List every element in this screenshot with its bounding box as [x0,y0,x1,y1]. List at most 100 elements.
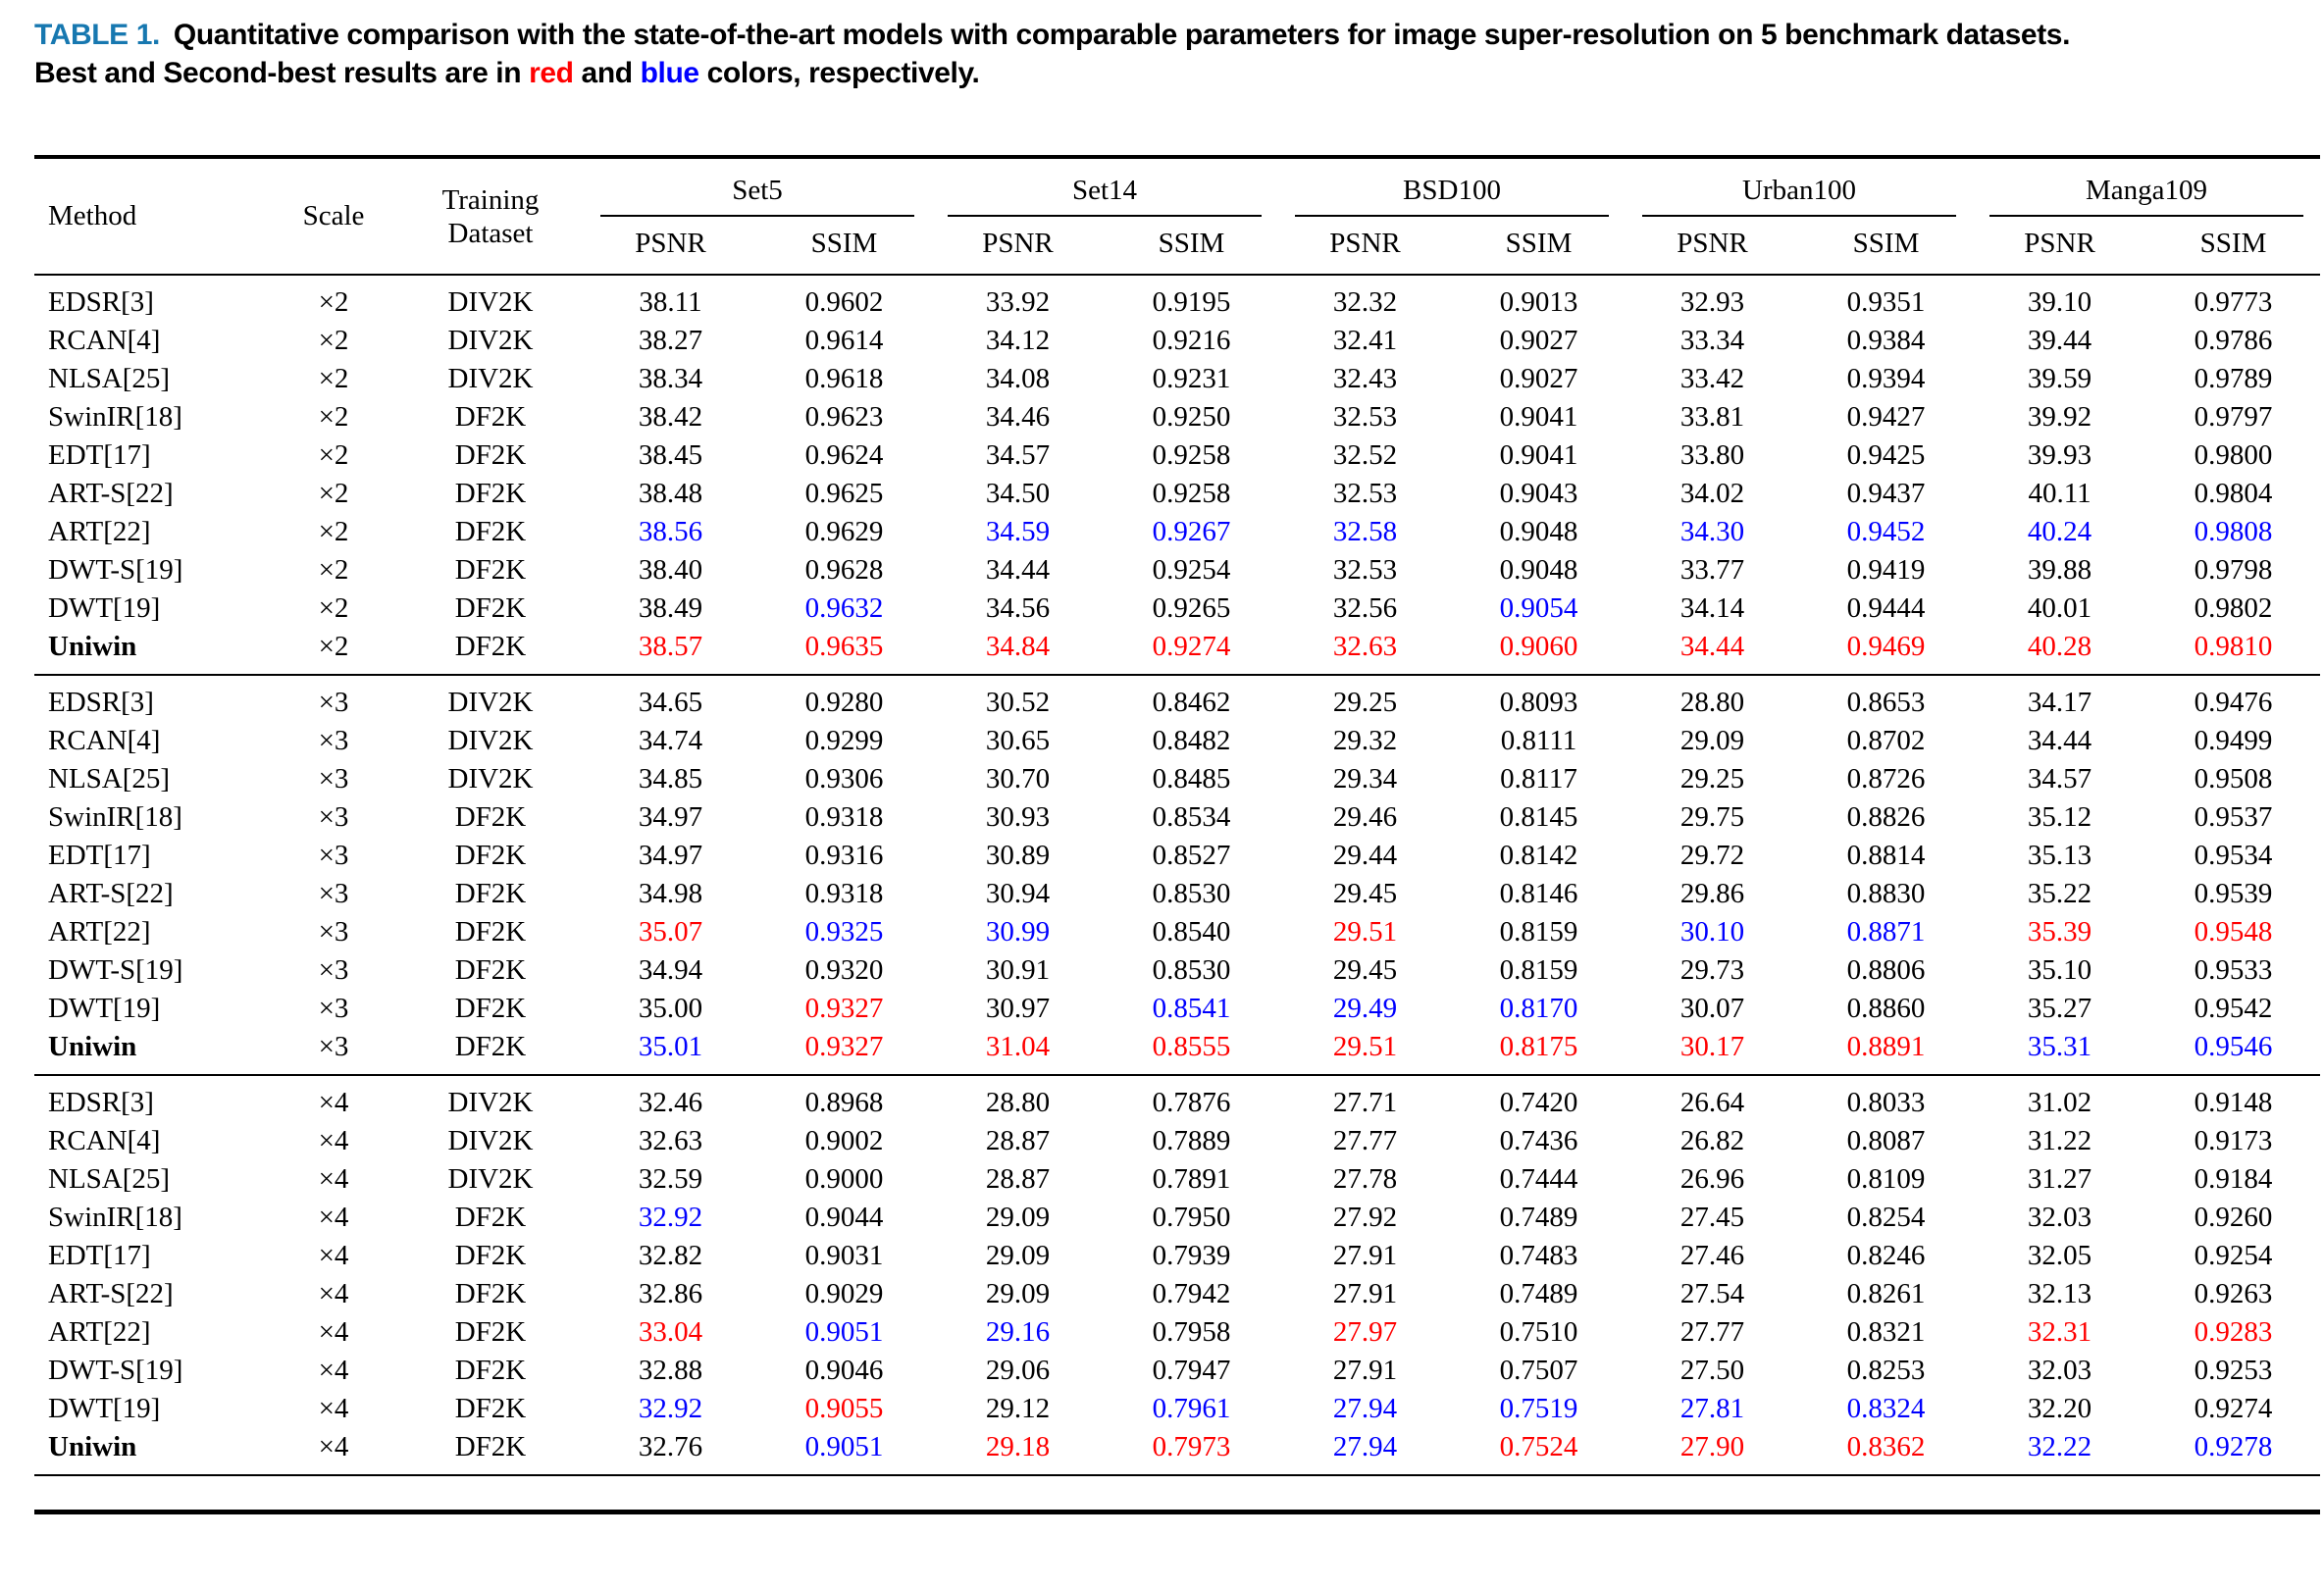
ssim-cell: 0.9786 [2194,325,2273,356]
psnr-cell: 34.65 [638,687,703,718]
psnr-cell: 29.49 [1332,993,1398,1024]
psnr-cell: 27.77 [1679,1316,1745,1348]
ssim-cell: 0.8093 [1499,687,1578,718]
ssim-cell: 0.8830 [1846,878,1926,909]
psnr-cell: 27.81 [1679,1393,1745,1424]
ssim-cell: 0.9602 [804,286,884,318]
scale-cell: ×4 [318,1163,349,1195]
scale-cell: ×3 [318,725,349,756]
method-cell: ART[22] [48,1316,151,1348]
psnr-cell: 34.46 [985,401,1051,433]
method-cell: DWT[19] [48,1393,161,1424]
psnr-cell: 30.94 [985,878,1051,909]
table-row: SwinIR[18] ×4 DF2K 32.92 0.9044 29.09 0.7950 27… [34,1199,2320,1237]
training-dataset-cell: DF2K [454,631,527,662]
training-dataset-cell: DF2K [454,993,527,1024]
ssim-cell: 0.9031 [804,1240,884,1271]
psnr-cell: 26.96 [1679,1163,1745,1195]
ssim-cell: 0.9533 [2194,954,2273,986]
caption-label: TABLE 1. [34,19,160,51]
method-cell: ART[22] [48,516,151,547]
psnr-cell: 35.22 [2027,878,2092,909]
training-dataset-cell: DIV2K [447,725,534,756]
psnr-cell: 39.10 [2027,286,2092,318]
ssim-cell: 0.7519 [1499,1393,1578,1424]
metric-header-psnr: PSNR [1677,228,1748,259]
metric-header-ssim: SSIM [1505,228,1573,259]
ssim-cell: 0.9425 [1846,439,1926,471]
caption-text-4: colors, respectively. [698,57,980,89]
metric-header-ssim: SSIM [810,228,878,259]
training-dataset-cell: DF2K [454,954,527,986]
scale-cell: ×2 [318,592,349,624]
dataset-group-set14-label: Set14 [948,173,1262,217]
ssim-cell: 0.8254 [1846,1202,1926,1233]
scale-x3-block: EDSR[3] ×3 DIV2K 34.65 0.9280 30.52 0.8462 29.2… [34,675,2321,1075]
ssim-cell: 0.9548 [2194,916,2273,948]
ssim-cell: 0.8246 [1846,1240,1926,1271]
psnr-cell: 32.52 [1332,439,1398,471]
table-row: EDSR[3] ×2 DIV2K 38.11 0.9602 33.92 0.9195 32.3… [34,275,2320,322]
ssim-cell: 0.9306 [804,763,884,794]
ssim-cell: 0.7444 [1499,1163,1578,1195]
psnr-cell: 30.52 [985,687,1051,718]
table-bottom-rule [34,1510,2320,1514]
psnr-cell: 30.70 [985,763,1051,794]
psnr-cell: 32.53 [1332,478,1398,509]
training-dataset-cell: DF2K [454,840,527,871]
ssim-cell: 0.9318 [804,878,884,909]
metric-header-ssim: SSIM [2199,228,2267,259]
scale-cell: ×4 [318,1431,349,1462]
psnr-cell: 40.11 [2028,478,2092,509]
psnr-cell: 27.54 [1679,1278,1745,1309]
ssim-cell: 0.9254 [2194,1240,2273,1271]
training-dataset-cell: DF2K [454,1202,527,1233]
psnr-cell: 32.03 [2027,1202,2092,1233]
caption-text-2: Best and Second-best results are in [34,57,530,89]
psnr-cell: 29.09 [985,1240,1051,1271]
training-dataset-cell: DF2K [454,554,527,586]
training-dataset-cell: DIV2K [447,1163,534,1195]
psnr-cell: 31.02 [2027,1087,2092,1118]
ssim-cell: 0.9253 [2194,1355,2273,1386]
dataset-group-urban100-label: Urban100 [1642,173,1957,217]
psnr-cell: 27.94 [1332,1431,1398,1462]
training-dataset-cell: DF2K [454,1031,527,1062]
ssim-cell: 0.9437 [1846,478,1926,509]
scale-cell: ×3 [318,878,349,909]
psnr-cell: 32.63 [1332,631,1398,662]
ssim-cell: 0.9278 [2194,1431,2273,1462]
psnr-cell: 30.65 [985,725,1051,756]
ssim-cell: 0.9260 [2194,1202,2273,1233]
ssim-cell: 0.8806 [1846,954,1926,986]
psnr-cell: 35.01 [638,1031,703,1062]
scale-cell: ×3 [318,993,349,1024]
psnr-cell: 34.14 [1679,592,1745,624]
psnr-cell: 34.57 [985,439,1051,471]
psnr-cell: 32.63 [638,1125,703,1156]
training-dataset-cell: DF2K [454,439,527,471]
training-dataset-cell: DIV2K [447,325,534,356]
ssim-cell: 0.8726 [1846,763,1926,794]
ssim-cell: 0.7950 [1152,1202,1231,1233]
ssim-cell: 0.9810 [2194,631,2273,662]
scale-cell: ×2 [318,439,349,471]
table-row: DWT-S[19] ×3 DF2K 34.94 0.9320 30.91 0.8530 29.… [34,951,2320,990]
psnr-cell: 27.46 [1679,1240,1745,1271]
psnr-cell: 30.91 [985,954,1051,986]
ssim-cell: 0.9394 [1846,363,1926,394]
ssim-cell: 0.9802 [2194,592,2273,624]
psnr-cell: 32.93 [1679,286,1745,318]
psnr-cell: 40.28 [2027,631,2092,662]
results-table: Method Scale Training Dataset Set5 Set14… [34,155,2321,1476]
table-row: ART[22] ×4 DF2K 33.04 0.9051 29.16 0.7958 27.97… [34,1313,2320,1352]
psnr-cell: 33.77 [1679,554,1745,586]
training-dataset-cell: DF2K [454,1355,527,1386]
table-row: Uniwin ×4 DF2K 32.76 0.9051 29.18 0.7973 27.94 0… [34,1428,2320,1475]
ssim-cell: 0.9537 [2194,801,2273,833]
scale-cell: ×3 [318,801,349,833]
psnr-cell: 27.78 [1332,1163,1398,1195]
psnr-cell: 34.02 [1679,478,1745,509]
dataset-group-set14: Set14 [931,157,1278,218]
scale-cell: ×2 [318,631,349,662]
